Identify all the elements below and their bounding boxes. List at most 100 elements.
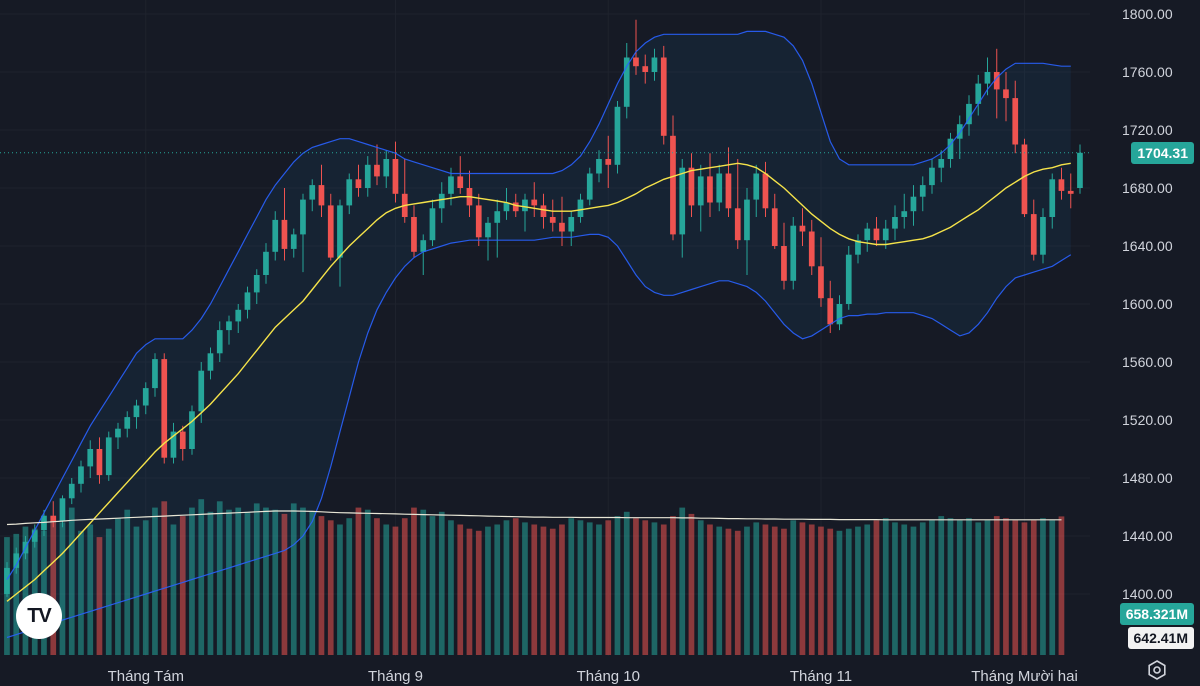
price-tick-label: 1760.00 xyxy=(1122,64,1173,80)
candle-body xyxy=(697,176,704,206)
bollinger-upper-line xyxy=(6,30,1071,580)
volume-bar xyxy=(96,537,103,655)
volume-bar xyxy=(984,520,991,655)
volume-bar xyxy=(429,516,436,655)
volume-bar xyxy=(596,524,602,655)
candle-body xyxy=(734,208,741,241)
volume-bar xyxy=(448,520,454,655)
candle-body xyxy=(13,553,20,568)
settings-gear-icon[interactable] xyxy=(1147,660,1167,680)
volume-bar xyxy=(290,503,297,655)
time-tick-label: Tháng 10 xyxy=(577,668,640,685)
volume-bar xyxy=(216,501,223,655)
volume-bar xyxy=(235,507,242,655)
time-tick-label: Tháng 9 xyxy=(368,668,423,685)
volume-ma-badge: 642.41M xyxy=(1127,627,1194,649)
volume-bar xyxy=(1021,522,1028,655)
candle-body xyxy=(642,66,649,72)
volume-bar xyxy=(142,520,149,655)
candle-body xyxy=(836,304,843,325)
candle-body xyxy=(485,222,491,238)
candle-body xyxy=(272,219,279,252)
volume-bar xyxy=(559,524,565,655)
candle-body xyxy=(392,159,399,194)
volume-badge: 658.321M xyxy=(1119,603,1194,625)
volume-bar xyxy=(864,524,871,655)
price-tick-label: 1720.00 xyxy=(1122,122,1173,138)
candle-body xyxy=(531,199,538,206)
time-axis[interactable]: Tháng Tám Tháng 9 Tháng 10 Tháng 11 Tháng Mư… xyxy=(108,668,1078,685)
candles xyxy=(4,19,1083,597)
price-tick-label: 1680.00 xyxy=(1122,180,1173,196)
candle-body xyxy=(105,437,112,476)
price-tick-label: 1400.00 xyxy=(1122,586,1173,602)
volume-bar xyxy=(22,526,29,655)
volume-bar xyxy=(161,501,168,655)
candle-body xyxy=(688,167,695,206)
volume-bar xyxy=(364,509,371,655)
volume-bar xyxy=(485,526,491,655)
volume-bar xyxy=(512,518,519,655)
volume-bar xyxy=(577,520,584,655)
candle-body xyxy=(864,228,871,241)
price-tick-label: 1480.00 xyxy=(1122,470,1173,486)
volume-bar xyxy=(781,528,787,655)
candle-body xyxy=(540,205,547,217)
candle-body xyxy=(300,199,306,235)
volume-bar xyxy=(133,526,140,655)
price-axis[interactable]: 1800.00 1760.00 1720.00 1680.00 1640.00 1600.… xyxy=(1122,6,1173,602)
candle-body xyxy=(975,83,982,104)
candle-body xyxy=(577,199,584,217)
volume-bar xyxy=(392,526,399,655)
volume-bar xyxy=(115,518,121,655)
candle-body xyxy=(725,173,732,209)
time-tick-label: Tháng Tám xyxy=(108,668,184,685)
volume-bar xyxy=(836,530,843,655)
candle-body xyxy=(984,72,991,84)
volume-bar xyxy=(762,524,769,655)
candle-body xyxy=(762,173,769,209)
candle-body xyxy=(235,309,242,322)
candle-body xyxy=(216,330,223,354)
volume-bar xyxy=(966,518,972,655)
candle-body xyxy=(1040,217,1046,255)
volume-bar xyxy=(300,507,306,655)
candle-body xyxy=(781,246,787,281)
volume-bar xyxy=(41,530,47,655)
candle-body xyxy=(744,199,750,241)
candle-body xyxy=(226,321,232,331)
volume-bar xyxy=(975,522,982,655)
volume-bar xyxy=(78,530,84,655)
volume-bar xyxy=(152,507,158,655)
volume-bar xyxy=(707,524,713,655)
candle-body xyxy=(993,72,1000,90)
volume-bar xyxy=(124,509,131,655)
moving-average-line xyxy=(6,162,1071,602)
last-price-badge: 1704.31 xyxy=(1131,142,1194,164)
volume-bar xyxy=(688,513,695,655)
candle-body xyxy=(559,222,565,232)
volume-bar xyxy=(771,526,778,655)
candle-body xyxy=(679,167,686,235)
candle-body xyxy=(522,199,528,212)
volume-bar xyxy=(327,520,334,655)
tradingview-logo-icon[interactable]: TV xyxy=(16,593,62,639)
candle-body xyxy=(448,176,454,194)
volume-bar xyxy=(383,524,390,655)
candle-body xyxy=(753,173,760,200)
candle-body xyxy=(198,370,205,412)
candle-body xyxy=(327,205,334,258)
candle-body xyxy=(938,159,945,168)
time-tick-label: Tháng 11 xyxy=(790,668,852,685)
volume-bar xyxy=(207,511,214,655)
candle-body xyxy=(901,211,908,217)
candle-body xyxy=(670,135,676,235)
candle-body xyxy=(1077,152,1083,188)
volume-bar xyxy=(1012,520,1019,655)
candle-body xyxy=(873,228,880,241)
volume-bar xyxy=(549,528,556,655)
volume-bar xyxy=(956,520,963,655)
volume-bar xyxy=(799,522,806,655)
candle-body xyxy=(771,208,778,246)
